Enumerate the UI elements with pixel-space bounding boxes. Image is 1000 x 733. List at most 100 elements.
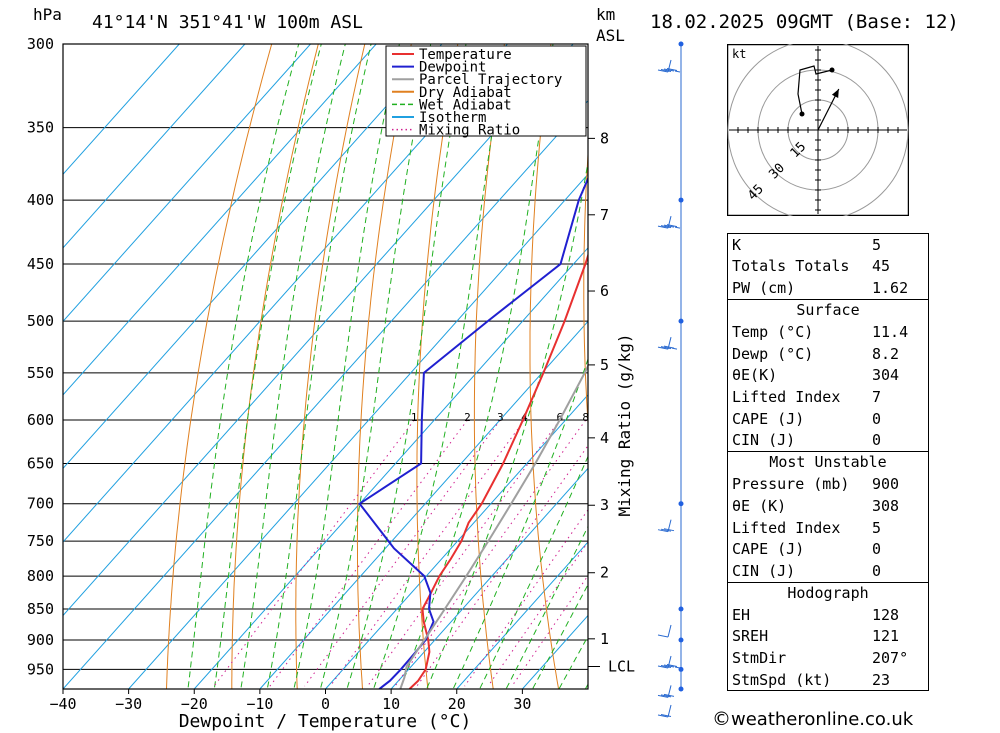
index-value: 0 — [872, 540, 882, 559]
mixing-ratio-line — [269, 419, 468, 687]
index-value: 1.62 — [872, 278, 909, 297]
y-tick-label: 800 — [27, 567, 54, 585]
index-value: 0 — [872, 561, 882, 580]
index-label: EH — [732, 605, 751, 624]
wind-level-dot — [678, 41, 684, 47]
temperature-line — [408, 252, 588, 689]
index-row: StmDir 207° — [728, 647, 928, 669]
isotherm-line — [63, 100, 588, 689]
wet-adiabat-line — [213, 44, 322, 689]
index-label: CIN (J) — [732, 431, 796, 450]
legend-entry-label: Temperature — [419, 47, 512, 63]
y-tick-label: 850 — [27, 600, 54, 618]
legend-entry-label: Wet Adiabat — [419, 97, 512, 113]
wind-barb-flag — [666, 68, 678, 71]
index-row: Lifted Index 7 — [728, 386, 928, 408]
index-value: 8.2 — [872, 344, 900, 363]
mixing-ratio-axis-title: Mixing Ratio (g/kg) — [615, 333, 634, 516]
mixing-ratio-line — [213, 419, 415, 687]
isotherm-line — [193, 247, 588, 689]
mixing-ratio-label: 10 — [600, 411, 613, 424]
hodograph-start-dot — [799, 111, 805, 117]
isotherm-line — [63, 44, 377, 396]
index-label: K — [732, 235, 742, 254]
y-tick-label: 900 — [27, 631, 54, 649]
y-tick-label: 350 — [27, 119, 54, 137]
isotherm-line — [259, 320, 588, 689]
mixing-ratio-line — [367, 419, 561, 687]
index-value: 0 — [872, 431, 882, 450]
index-row: θE (K) 308 — [728, 495, 928, 517]
index-value: 900 — [872, 475, 900, 494]
km-tick-label: 1 — [600, 630, 609, 648]
index-label: Lifted Index — [732, 518, 841, 537]
hodograph-section-title: Hodograph — [728, 581, 928, 605]
index-value: 121 — [872, 627, 900, 646]
wind-barb-half — [671, 347, 678, 350]
wet-adiabat-line — [505, 525, 588, 689]
wind-barb-flag — [660, 528, 672, 532]
isotherm-line — [63, 44, 508, 543]
index-value: 128 — [872, 605, 900, 624]
index-row: EH 128 — [728, 604, 928, 626]
y-tick-label: 450 — [27, 255, 54, 273]
wet-adiabat-line — [187, 44, 300, 689]
isotherm-line — [63, 44, 311, 323]
wet-adiabat-line — [293, 44, 400, 689]
isotherm-line — [63, 44, 443, 470]
wind-barb-flag — [657, 346, 669, 350]
x-tick-label: 20 — [448, 695, 466, 713]
x-tick-label: 30 — [513, 695, 531, 713]
index-row: θE(K) 304 — [728, 365, 928, 387]
index-row: CIN (J) 0 — [728, 429, 928, 451]
index-label: Lifted Index — [732, 387, 841, 406]
plot-frame — [62, 43, 589, 690]
most-unstable-indices: Pressure (mb) 900 θE (K) 308 Lifted Index 5 CA… — [728, 474, 928, 582]
wind-barb-flag — [660, 225, 672, 229]
wind-barb-flag — [663, 664, 675, 668]
index-label: StmDir — [732, 649, 787, 668]
wind-level-dot — [678, 686, 684, 692]
index-value: 11.4 — [872, 323, 909, 342]
wind-barb-flag — [657, 69, 669, 73]
wind-level-dot — [678, 666, 684, 672]
wind-barb — [657, 704, 672, 718]
dry-adiabat-line — [165, 44, 273, 689]
datetime-title: 18.02.2025 09GMT (Base: 12) — [650, 11, 959, 33]
wet-adiabat-line — [373, 44, 507, 689]
index-label: CAPE (J) — [732, 409, 805, 428]
index-row: CIN (J) 0 — [728, 560, 928, 582]
wet-adiabat-line — [479, 455, 588, 689]
y-tick-label: 550 — [27, 364, 54, 382]
mixing-ratio-line — [329, 419, 525, 687]
wind-barb-flag — [666, 664, 678, 668]
y-tick-label: 500 — [27, 312, 54, 330]
legend-entry-label: Dewpoint — [419, 60, 486, 76]
km-tick-label: 5 — [600, 356, 609, 374]
y-tick-label: 400 — [27, 191, 54, 209]
index-value: 45 — [872, 257, 891, 276]
wet-adiabat-line — [426, 159, 588, 689]
dry-adiabat-line — [583, 146, 588, 431]
wind-barb-flag — [663, 528, 675, 532]
mixing-ratio-label: 16 — [645, 411, 658, 424]
mixing-ratio-line — [416, 444, 588, 687]
mixing-ratio-label: 8 — [582, 411, 589, 424]
km-tick-label: 3 — [600, 496, 609, 514]
copyright-symbol: © — [712, 708, 731, 730]
wind-barb-flag — [660, 665, 672, 669]
index-value: 0 — [872, 409, 882, 428]
km-tick-label: 6 — [600, 282, 609, 300]
wet-adiabat-line — [452, 357, 588, 689]
index-label: CAPE (J) — [732, 540, 805, 559]
km-tick-label: 8 — [600, 129, 609, 147]
index-label: Temp (°C) — [732, 323, 814, 342]
x-tick-label: 10 — [382, 695, 400, 713]
wind-barb-half — [674, 226, 681, 229]
index-value: 5 — [872, 518, 882, 537]
y-tick-label: 650 — [27, 454, 54, 472]
index-value: 23 — [872, 670, 891, 689]
km-tick-label: 4 — [600, 429, 609, 447]
